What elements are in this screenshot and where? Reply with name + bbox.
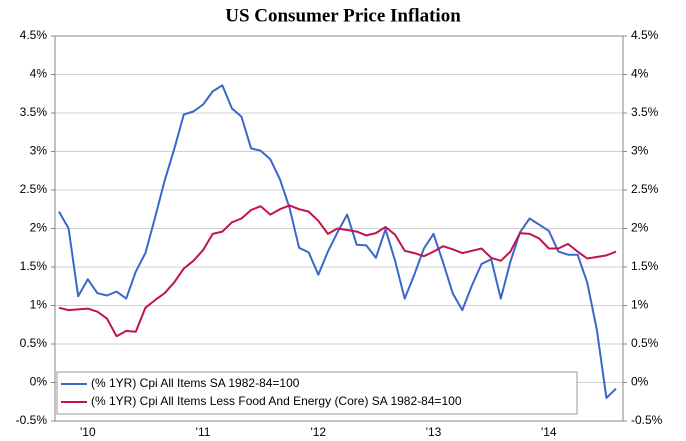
y2-tick-label: 4% [631, 67, 649, 81]
chart-title: US Consumer Price Inflation [225, 5, 461, 26]
legend-label: (% 1YR) Cpi All Items Less Food And Ener… [91, 394, 462, 408]
series-line [58, 204, 617, 338]
y2-tick-label: 2.5% [631, 182, 659, 196]
y-tick-label: 1% [30, 298, 48, 312]
y2-tick-label: 1.5% [631, 259, 659, 273]
y-tick-label: 4% [30, 67, 48, 81]
y-tick-label: 0% [30, 375, 48, 389]
y-tick-label: 1.5% [20, 259, 48, 273]
y-tick-label: -0.5% [16, 413, 48, 427]
legend-box [56, 371, 578, 415]
series-line [58, 84, 617, 399]
y2-tick-label: 2% [631, 221, 649, 235]
y2-tick-label: -0.5% [631, 413, 663, 427]
legend: (% 1YR) Cpi All Items SA 1982-84=100 (% 1… [56, 371, 578, 415]
y-tick-label: 3.5% [20, 105, 48, 119]
y2-tick-label: 3% [631, 144, 649, 158]
plot-frame [54, 35, 624, 422]
x-tick-label: '10 [80, 425, 96, 439]
y-tick-label: 4.5% [20, 28, 48, 42]
y2-tick-label: 0% [631, 375, 649, 389]
x-tick-label: '14 [541, 425, 557, 439]
x-tick-label: '12 [310, 425, 326, 439]
y2-tick-label: 1% [631, 298, 649, 312]
y-tick-label: 0.5% [20, 336, 48, 350]
y2-tick-label: 0.5% [631, 336, 659, 350]
legend-label: (% 1YR) Cpi All Items SA 1982-84=100 [91, 376, 300, 390]
y-tick-label: 3% [30, 144, 48, 158]
y2-tick-label: 4.5% [631, 28, 659, 42]
y-tick-label: 2.5% [20, 182, 48, 196]
y-tick-label: 2% [30, 221, 48, 235]
y2-tick-label: 3.5% [631, 105, 659, 119]
x-tick-label: '13 [426, 425, 442, 439]
x-tick-label: '11 [196, 425, 211, 439]
